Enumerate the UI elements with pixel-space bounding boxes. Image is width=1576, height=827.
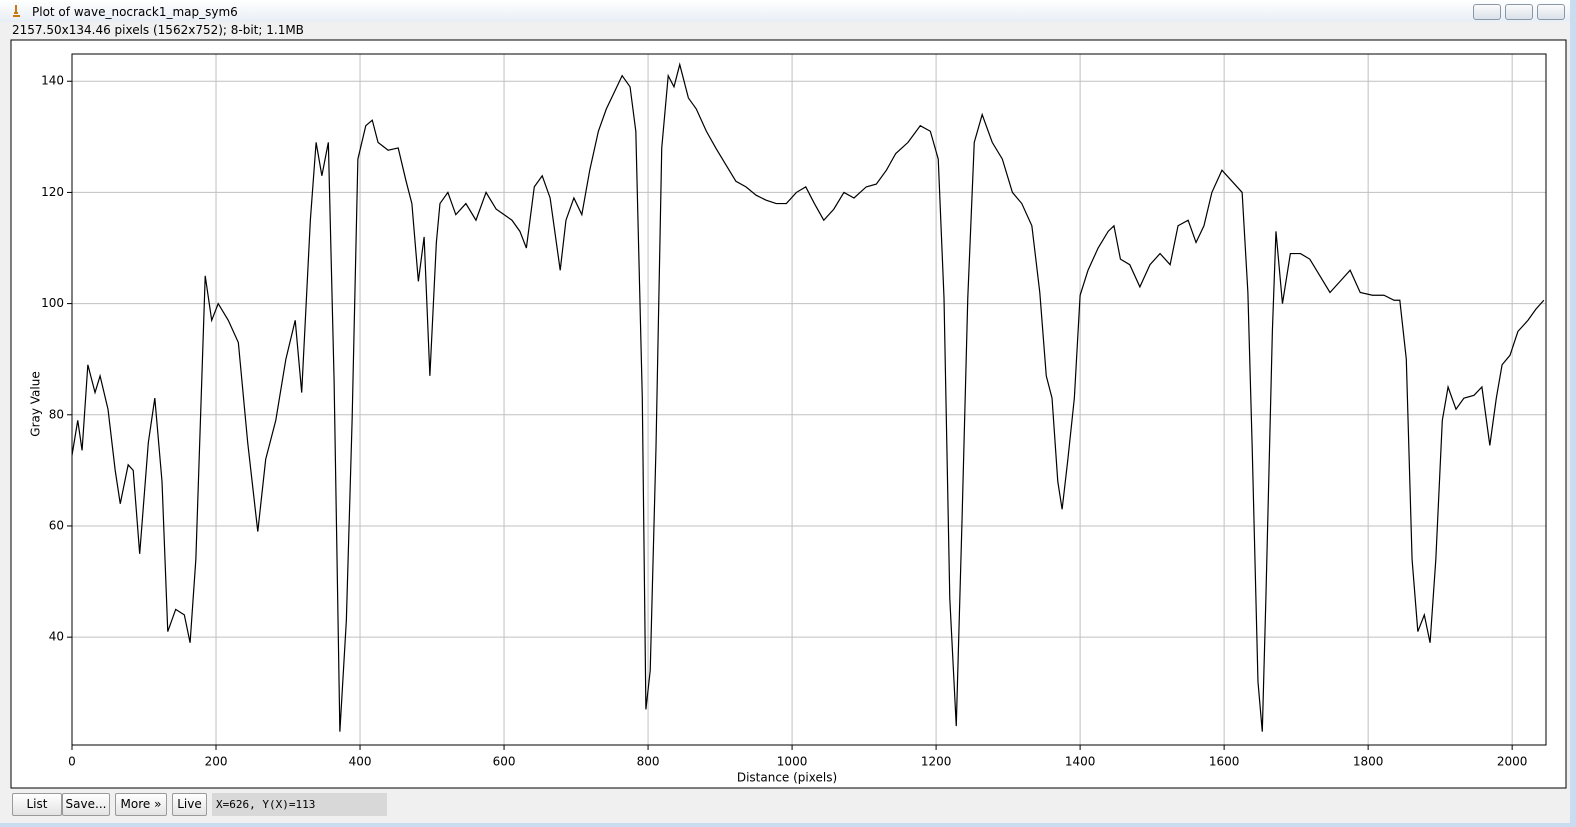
x-tick-label: 600 xyxy=(493,755,516,769)
plot-frame xyxy=(71,53,1547,746)
x-tick-label: 1200 xyxy=(921,755,952,769)
y-tick-label: 40 xyxy=(49,630,64,644)
y-tick-label: 80 xyxy=(49,407,64,421)
minimize-button[interactable] xyxy=(1473,4,1501,20)
live-button[interactable]: Live xyxy=(172,793,207,816)
x-tick-label: 1000 xyxy=(777,755,808,769)
image-info: 2157.50x134.46 pixels (1562x752); 8-bit;… xyxy=(12,23,304,37)
x-tick-label: 1400 xyxy=(1065,755,1096,769)
app-icon xyxy=(13,5,20,17)
plot: Distance (pixels) Gray Value 40 60 80 100 12… xyxy=(10,39,1567,789)
y-tick-label: 100 xyxy=(41,296,64,310)
list-button[interactable]: List xyxy=(12,793,62,816)
save-button[interactable]: Save... xyxy=(62,793,110,816)
x-tick-label: 2000 xyxy=(1497,755,1528,769)
x-axis-label: Distance (pixels) xyxy=(737,771,837,785)
y-tick-label: 60 xyxy=(49,518,64,532)
x-tick-label: 1800 xyxy=(1353,755,1384,769)
profile-line xyxy=(71,62,1545,732)
x-tick-label: 1600 xyxy=(1209,755,1240,769)
status-field: X=626, Y(X)=113 xyxy=(212,793,387,816)
restore-button[interactable] xyxy=(1505,4,1533,20)
x-tick-label: 400 xyxy=(349,755,372,769)
close-button[interactable] xyxy=(1537,4,1565,20)
title-bar: Plot of wave_nocrack1_map_sym6 xyxy=(0,0,1570,22)
y-tick-label: 140 xyxy=(41,74,64,88)
more-button[interactable]: More » xyxy=(115,793,167,816)
y-axis-label: Gray Value xyxy=(29,371,43,436)
x-tick-label: 200 xyxy=(205,755,228,769)
plot-canvas xyxy=(10,39,1567,789)
x-tick-label: 0 xyxy=(68,755,76,769)
x-tick-label: 800 xyxy=(637,755,660,769)
y-tick-label: 120 xyxy=(41,185,64,199)
window-title: Plot of wave_nocrack1_map_sym6 xyxy=(32,5,238,19)
